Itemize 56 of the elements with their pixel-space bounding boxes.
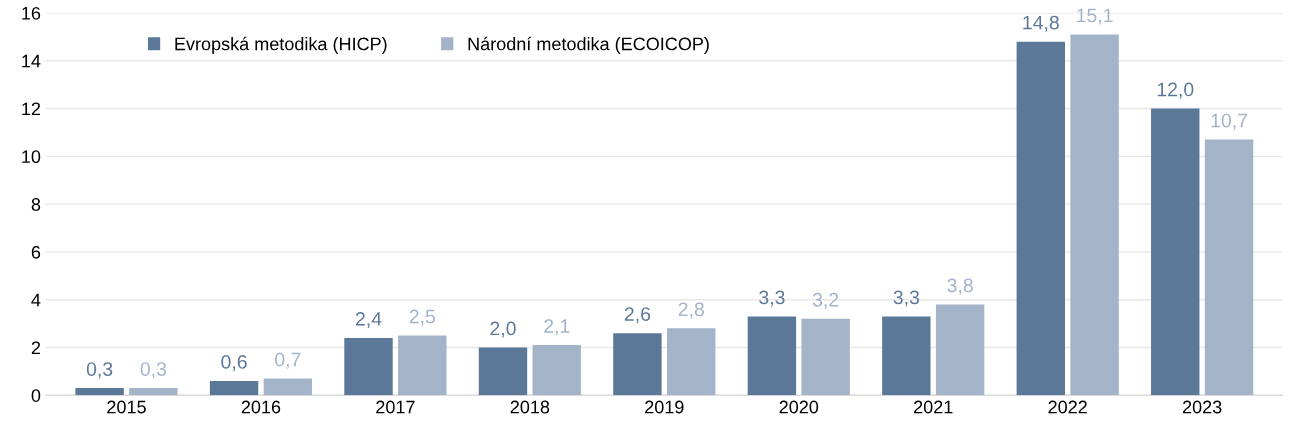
bar [613,333,662,396]
data-label: 2,6 [624,307,651,324]
data-label: 2,0 [490,321,516,338]
bar [1151,108,1200,396]
legend-label: Evropská metodika (HICP) [175,36,387,54]
y-tick-label: 4 [31,293,41,307]
bar [801,318,850,396]
data-label: 3,3 [893,290,919,307]
data-label: 2,1 [544,319,570,336]
data-label: 14,8 [1023,15,1059,32]
y-tick-label: 6 [31,245,41,259]
y-tick-label: 2 [31,341,41,355]
bar [1070,34,1119,396]
bar [1204,139,1254,396]
data-label: 0,7 [275,352,301,369]
x-tick-label: 2022 [1048,400,1087,414]
x-tick-label: 2020 [779,400,819,414]
legend-label: Národní metodika (ECOICOP) [468,36,709,54]
x-tick-label: 2019 [645,400,684,414]
data-label: 0,6 [221,355,247,372]
y-tick-label: 12 [22,102,41,116]
y-tick-label: 14 [22,54,41,68]
data-label: 2,8 [678,302,704,319]
bar [1016,41,1065,396]
y-tick-label: 16 [22,6,41,20]
x-tick-label: 2015 [107,400,146,414]
bar [263,378,313,396]
x-tick-label: 2018 [510,400,550,414]
data-label: 12,0 [1157,82,1194,99]
bar [129,388,178,396]
x-tick-label: 2021 [914,400,953,414]
bar [344,337,393,396]
bar [75,388,124,396]
data-label: 3,3 [759,290,785,307]
data-label: 15,1 [1077,8,1113,25]
data-label: 2,5 [409,309,435,326]
bar [398,335,447,396]
bar [747,316,797,396]
data-label: 0,3 [86,362,113,379]
bar [532,345,581,396]
data-label: 2,4 [355,311,382,329]
y-tick-label: 0 [31,389,41,402]
data-label: 0,3 [140,362,167,379]
x-tick-label: 2017 [376,400,415,414]
data-label: 10,7 [1211,113,1247,130]
bar [882,316,931,396]
y-tick-label: 8 [31,198,41,211]
x-tick-label: 2016 [241,400,281,414]
x-tick-label: 2023 [1182,400,1222,414]
bar [935,304,985,396]
data-label: 3,8 [947,278,973,295]
bar [478,347,528,396]
bar [667,328,716,396]
bar [209,380,259,396]
data-label: 3,2 [812,292,839,309]
y-tick-label: 10 [22,150,41,164]
